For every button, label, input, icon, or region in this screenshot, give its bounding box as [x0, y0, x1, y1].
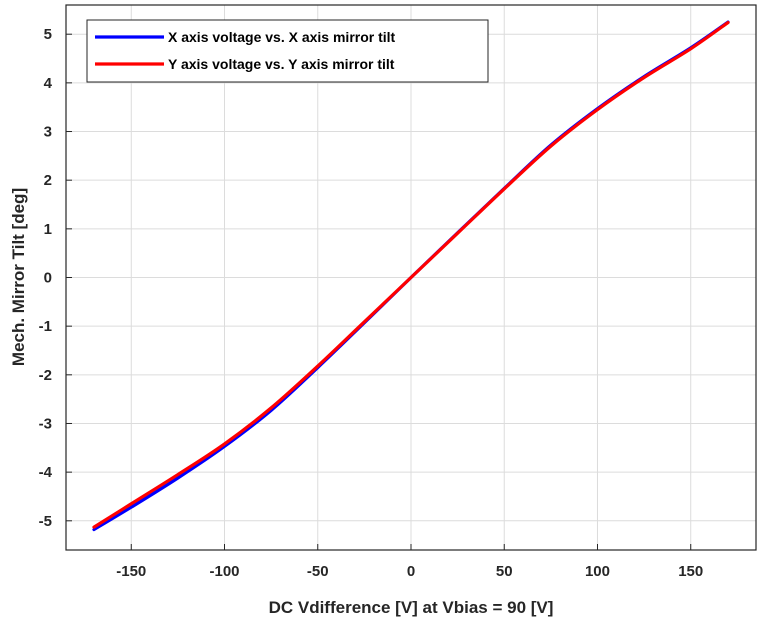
y-tick-label: 2	[44, 172, 52, 189]
x-tick-label: -50	[307, 563, 329, 580]
y-tick-label: 3	[44, 124, 52, 141]
ticks: -150 -100 -50 0 50 100 150 -5 -4 -3 -2 -1 0 1 2 3 4 5	[39, 26, 704, 580]
y-tick-label: 4	[44, 75, 53, 92]
y-axis-title: Mech. Mirror Tilt [deg]	[9, 188, 28, 366]
series-lines	[92, 20, 730, 532]
x-tick-label: 50	[496, 563, 513, 580]
y-tick-label: 5	[44, 26, 52, 43]
x-tick-label: -150	[116, 563, 146, 580]
x-tick-label: 150	[678, 563, 703, 580]
series-line-y-axis	[92, 20, 730, 529]
x-axis-title: DC Vdifference [V] at Vbias = 90 [V]	[269, 598, 554, 617]
x-tick-label: 100	[585, 563, 610, 580]
y-tick-label: -3	[39, 415, 52, 432]
x-tick-label: -100	[209, 563, 239, 580]
y-tick-label: -2	[39, 367, 52, 384]
y-tick-label: 1	[44, 221, 52, 238]
y-tick-label: -5	[39, 513, 52, 530]
y-tick-label: 0	[44, 270, 52, 287]
y-tick-label: -4	[39, 464, 53, 481]
legend-label: X axis voltage vs. X axis mirror tilt	[168, 29, 396, 45]
legend: X axis voltage vs. X axis mirror tilt Y a…	[86, 19, 489, 83]
y-tick-label: -1	[39, 318, 52, 335]
x-tick-label: 0	[407, 563, 415, 580]
legend-box	[86, 19, 489, 83]
legend-label: Y axis voltage vs. Y axis mirror tilt	[168, 56, 395, 72]
